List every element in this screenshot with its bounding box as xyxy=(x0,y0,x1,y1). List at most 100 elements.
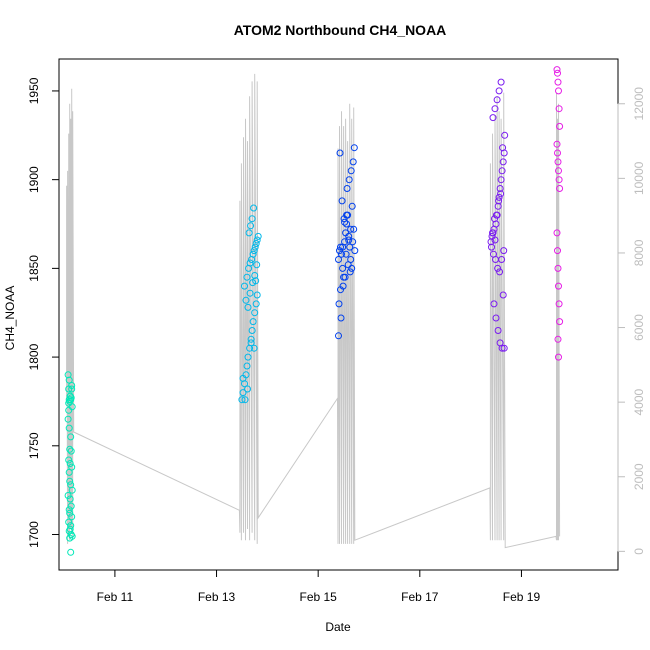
data-point xyxy=(554,149,561,157)
y-tick-label: 1950 xyxy=(27,77,41,104)
data-point xyxy=(252,240,260,247)
data-point xyxy=(493,96,501,104)
data-point xyxy=(346,243,354,251)
data-point xyxy=(251,243,259,251)
y-tick-label: 1700 xyxy=(27,521,41,548)
data-point xyxy=(241,396,249,404)
data-point xyxy=(248,327,256,334)
data-point xyxy=(247,339,255,347)
data-point xyxy=(249,318,257,326)
data-point xyxy=(335,332,342,340)
data-point xyxy=(245,229,253,237)
data-point xyxy=(554,335,562,343)
data-point xyxy=(248,215,256,223)
data-point xyxy=(344,261,352,269)
data-point xyxy=(67,447,75,455)
data-point xyxy=(498,167,506,175)
data-point xyxy=(244,353,252,361)
data-point xyxy=(491,215,498,223)
data-point xyxy=(494,202,502,210)
data-point xyxy=(500,344,508,352)
data-point xyxy=(238,396,246,404)
data-point xyxy=(495,197,503,205)
data-point xyxy=(498,344,506,352)
data-point xyxy=(338,250,345,258)
data-point xyxy=(65,506,73,514)
data-point xyxy=(254,232,262,240)
y2-tick-label: 6000 xyxy=(632,314,646,341)
x-tick-label: Feb 15 xyxy=(299,590,337,604)
y-tick-label: 1850 xyxy=(27,255,41,282)
data-point xyxy=(65,456,73,464)
chart-title: ATOM2 Northbound CH4_NOAA xyxy=(234,22,447,38)
data-point xyxy=(246,289,254,297)
data-point xyxy=(244,385,251,393)
y2-axis: 0 2000 4000 6000 8000 10000 12000 xyxy=(617,87,646,555)
data-point xyxy=(554,78,562,86)
data-point xyxy=(554,69,561,77)
data-point xyxy=(252,300,260,308)
data-point xyxy=(252,277,260,285)
data-point xyxy=(501,131,509,139)
data-point xyxy=(65,406,73,414)
data-point xyxy=(247,222,255,230)
data-point xyxy=(348,264,356,272)
data-point xyxy=(66,445,74,453)
data-point xyxy=(68,385,76,393)
y2-tick-label: 2000 xyxy=(632,463,646,490)
data-point xyxy=(68,532,76,540)
data-point xyxy=(249,250,257,258)
data-point xyxy=(556,185,564,192)
data-point xyxy=(67,433,75,441)
y-tick-label: 1750 xyxy=(27,432,41,459)
y2-tick-label: 0 xyxy=(632,548,646,555)
data-point xyxy=(345,232,353,240)
x-tick-label: Feb 11 xyxy=(97,590,134,604)
data-point xyxy=(64,371,72,379)
data-point xyxy=(489,229,496,237)
data-point xyxy=(555,167,562,175)
data-point xyxy=(347,225,355,233)
data-point xyxy=(490,300,498,308)
data-point xyxy=(349,158,357,166)
data-point xyxy=(493,211,500,219)
data-point xyxy=(553,229,561,237)
data-point xyxy=(339,264,347,272)
y-tick-label: 1900 xyxy=(27,166,41,193)
data-point xyxy=(556,122,564,130)
data-point xyxy=(556,318,564,326)
data-point xyxy=(65,424,73,432)
altitude-line xyxy=(66,73,561,549)
data-point xyxy=(251,272,259,279)
data-point xyxy=(335,256,342,263)
data-point xyxy=(68,403,76,411)
data-point xyxy=(68,382,76,389)
data-point xyxy=(253,236,261,244)
data-point xyxy=(494,264,502,272)
data-point xyxy=(554,158,562,166)
data-point xyxy=(337,286,344,294)
x-tick-label: Feb 19 xyxy=(503,590,541,604)
data-point xyxy=(67,502,75,510)
data-point xyxy=(250,247,258,255)
altitude-series xyxy=(66,73,561,549)
data-point xyxy=(66,460,74,467)
data-point xyxy=(555,353,562,361)
data-point xyxy=(494,327,502,334)
data-point xyxy=(555,300,563,308)
data-point xyxy=(496,185,504,192)
data-point xyxy=(253,291,261,299)
data-point xyxy=(555,87,562,95)
data-point xyxy=(64,492,72,499)
data-point xyxy=(499,158,507,166)
data-point xyxy=(241,282,248,290)
data-point xyxy=(488,243,495,251)
data-point xyxy=(345,176,353,184)
data-point xyxy=(341,218,349,226)
data-point xyxy=(65,468,73,476)
data-point xyxy=(500,247,508,255)
data-point xyxy=(348,202,356,210)
data-point xyxy=(65,399,73,407)
data-point xyxy=(350,144,358,152)
data-point xyxy=(491,236,499,244)
